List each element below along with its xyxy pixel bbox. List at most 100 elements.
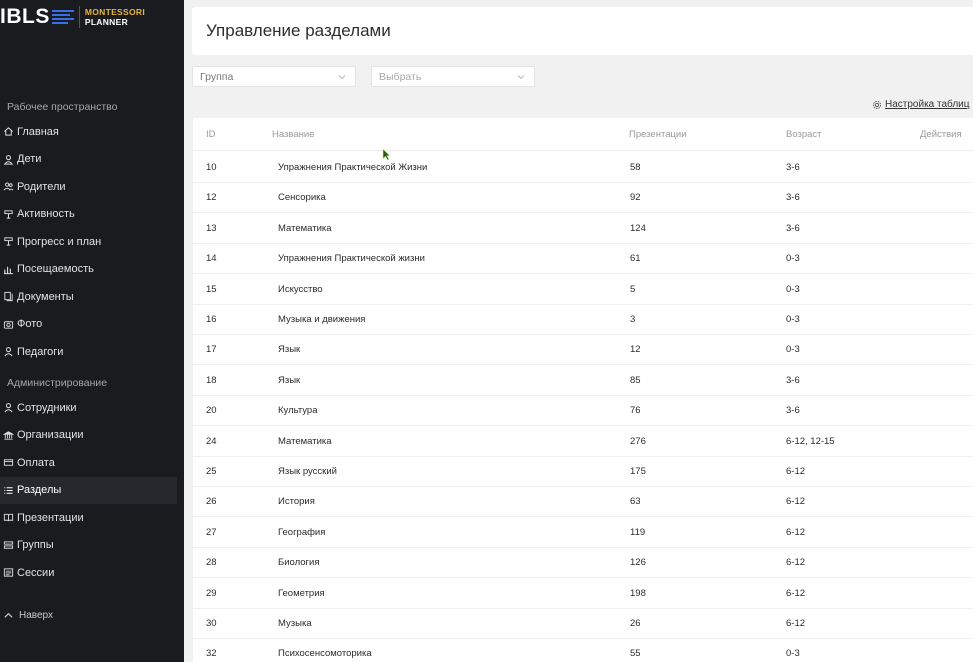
- cell-name: История: [278, 496, 315, 508]
- cell-age: 6-12: [786, 496, 806, 508]
- cell-age: 6-12: [786, 526, 806, 538]
- cell-id: 20: [206, 405, 217, 417]
- sidebar-item-label: Фото: [17, 318, 43, 330]
- cell-name: Музыка: [278, 618, 312, 629]
- column-header-actions: Действия: [920, 129, 962, 140]
- table-row[interactable]: 16 Музыка и движения 3 0-3: [193, 304, 973, 335]
- sidebar-item-admin-2[interactable]: Оплата: [0, 449, 177, 476]
- table-row[interactable]: 20 Культура 76 3-6: [193, 395, 973, 427]
- users-icon: [2, 181, 14, 193]
- cell-id: 17: [206, 344, 217, 356]
- sidebar-item-admin-4[interactable]: Презентации: [0, 504, 177, 531]
- camera-icon: [2, 318, 14, 330]
- table-settings-label: Настройка таблиц: [885, 99, 970, 110]
- cell-presentations: 3: [630, 314, 636, 325]
- sidebar-item-admin-3[interactable]: Разделы: [0, 476, 177, 504]
- cell-name: Упражнения Практической Жизни: [278, 162, 428, 173]
- sidebar-item-ws-4[interactable]: Прогресс и план: [0, 228, 177, 255]
- logo[interactable]: IBLS MONTESSORI PLANNER: [0, 4, 145, 30]
- filter-select[interactable]: Выбрать: [371, 66, 535, 87]
- cell-presentations: 276: [630, 435, 646, 447]
- group-select[interactable]: Группа: [192, 66, 356, 87]
- sidebar-item-ws-2[interactable]: Родители: [0, 173, 177, 200]
- cell-age: 0-3: [786, 344, 800, 356]
- cell-id: 27: [206, 526, 217, 538]
- sidebar-item-ws-6[interactable]: Документы: [0, 283, 177, 310]
- sidebar-item-label: Презентации: [17, 511, 84, 524]
- list-icon: [2, 484, 14, 496]
- sessions-icon: [2, 567, 14, 579]
- cell-id: 14: [206, 253, 217, 265]
- sidebar-item-label: Прогресс и план: [17, 235, 102, 248]
- sidebar-item-label: Главная: [17, 125, 59, 138]
- sidebar-item-ws-7[interactable]: Фото: [0, 311, 177, 338]
- sidebar-item-label: Активность: [17, 208, 75, 220]
- table-row[interactable]: 13 Математика 124 3-6: [193, 213, 973, 244]
- cell-presentations: 12: [630, 344, 641, 356]
- book-icon: [2, 512, 14, 524]
- cell-presentations: 124: [630, 222, 646, 234]
- logo-subtitle-line1: MONTESSORI: [84, 7, 145, 17]
- scroll-top-button[interactable]: Наверх: [2, 609, 53, 621]
- table-row[interactable]: 25 Язык русский 175 6-12: [193, 456, 973, 487]
- cell-age: 6-12: [786, 618, 806, 629]
- sidebar-item-ws-3[interactable]: Активность: [0, 201, 177, 228]
- cell-presentations: 175: [630, 466, 646, 477]
- cell-presentations: 198: [630, 587, 646, 599]
- cell-age: 3-6: [786, 162, 800, 173]
- sidebar-item-label: Группы: [17, 539, 54, 551]
- sidebar-item-admin-6[interactable]: Сессии: [0, 559, 177, 586]
- cell-age: 0-3: [786, 314, 800, 325]
- table-row[interactable]: 17 Язык 12 0-3: [193, 334, 973, 366]
- cell-age: 0-3: [786, 253, 800, 265]
- cell-presentations: 26: [630, 618, 641, 629]
- workspace-section-label: Рабочее пространство: [7, 101, 118, 113]
- cell-age: 3-6: [786, 374, 800, 386]
- sidebar-item-admin-5[interactable]: Группы: [0, 532, 177, 559]
- table-row[interactable]: 10 Упражнения Практической Жизни 58 3-6: [193, 152, 973, 183]
- cell-id: 18: [206, 374, 217, 386]
- admin-section-label: Администрирование: [7, 377, 108, 389]
- table-row[interactable]: 27 География 119 6-12: [193, 517, 973, 548]
- cell-presentations: 58: [630, 162, 641, 173]
- table-row[interactable]: 30 Музыка 26 6-12: [193, 608, 973, 639]
- column-header-age[interactable]: Возраст: [786, 129, 822, 140]
- user-icon: [2, 153, 14, 165]
- cell-presentations: 119: [630, 526, 646, 538]
- column-header-presentations[interactable]: Презентации: [629, 129, 687, 140]
- table-row[interactable]: 14 Упражнения Практической жизни 61 0-3: [193, 243, 973, 275]
- sidebar-item-ws-0[interactable]: Главная: [0, 118, 177, 145]
- sidebar-item-admin-0[interactable]: Сотрудники: [0, 394, 177, 421]
- cell-presentations: 126: [630, 557, 646, 569]
- table-row[interactable]: 29 Геометрия 198 6-12: [193, 578, 973, 609]
- cell-id: 32: [206, 648, 217, 660]
- sidebar-item-label: Дети: [17, 153, 42, 165]
- table-row[interactable]: 15 Искусство 5 0-3: [193, 274, 973, 305]
- column-header-id[interactable]: ID: [206, 129, 216, 140]
- table-row[interactable]: 26 История 63 6-12: [193, 486, 973, 518]
- cell-id: 28: [206, 557, 217, 569]
- page-title: Управление разделами: [206, 21, 391, 40]
- column-header-name[interactable]: Название: [272, 129, 315, 140]
- cell-name: Язык: [278, 374, 301, 386]
- sidebar-item-ws-5[interactable]: Посещаемость: [0, 256, 177, 283]
- table-header: ID Название Презентации Возраст Действия: [193, 118, 973, 151]
- sidebar-item-label: Сотрудники: [17, 401, 77, 414]
- chevron-down-icon: [517, 75, 525, 80]
- table-row[interactable]: 24 Математика 276 6-12, 12-15: [193, 426, 973, 457]
- cell-age: 3-6: [786, 405, 800, 417]
- sidebar-item-admin-1[interactable]: Организации: [0, 422, 177, 449]
- logo-lines-icon: [51, 10, 74, 24]
- table-row[interactable]: 18 Язык 85 3-6: [193, 365, 973, 396]
- documents-icon: [2, 291, 14, 303]
- scroll-top-label: Наверх: [19, 609, 53, 621]
- table-row[interactable]: 28 Биология 126 6-12: [193, 547, 973, 579]
- sidebar-item-ws-1[interactable]: Дети: [0, 146, 177, 173]
- table-row[interactable]: 12 Сенсорика 92 3-6: [193, 182, 973, 214]
- table-row[interactable]: 32 Психосенсомоторика 55 0-3: [193, 638, 973, 662]
- sidebar-item-label: Сессии: [17, 566, 55, 579]
- logo-subtitle-line2: PLANNER: [84, 17, 129, 27]
- table-settings-link[interactable]: Настройка таблиц: [872, 99, 969, 110]
- sidebar-item-ws-8[interactable]: Педагоги: [0, 338, 177, 365]
- cell-id: 13: [206, 222, 217, 234]
